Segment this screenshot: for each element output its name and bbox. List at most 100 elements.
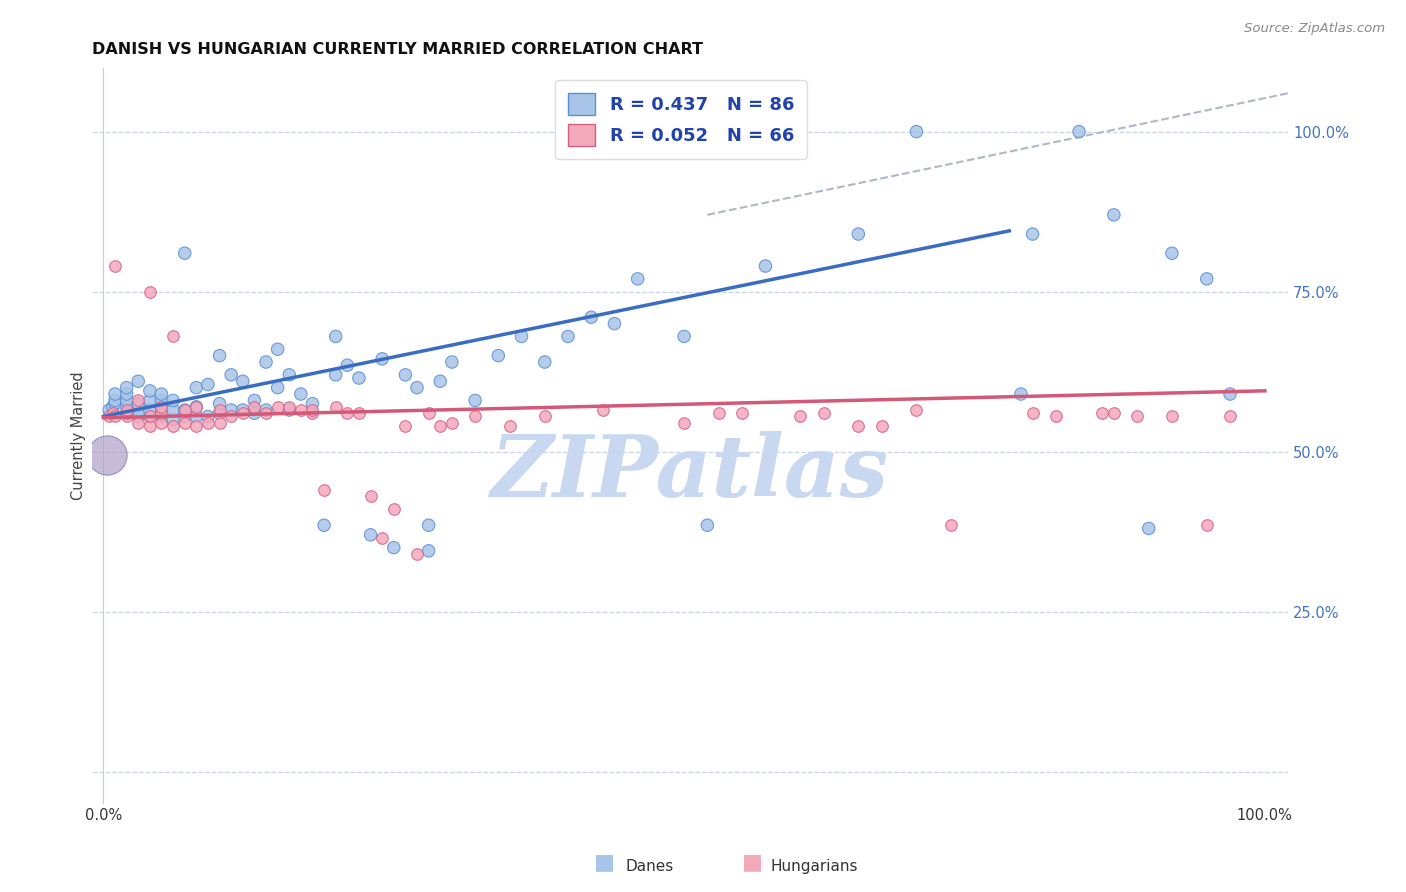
Point (360, 490, 382, 504)
Point (673, 329, 696, 343)
Point (579, 310, 602, 325)
Point (115, 409, 138, 424)
Point (139, 393, 162, 408)
Point (232, 374, 254, 388)
Point (533, 409, 555, 424)
Point (150, 409, 173, 424)
Point (104, 393, 127, 408)
Legend: R = 0.437   N = 86, R = 0.052   N = 66: R = 0.437 N = 86, R = 0.052 N = 66 (555, 80, 807, 159)
Point (731, 406, 754, 420)
Point (418, 518, 440, 533)
Point (266, 343, 288, 357)
Point (266, 400, 288, 414)
Point (254, 355, 277, 369)
Point (846, 227, 869, 241)
Point (150, 406, 173, 420)
Point (101, 406, 124, 420)
Point (1195, 272, 1218, 286)
Point (1219, 387, 1241, 401)
Point (418, 544, 440, 558)
Point (1219, 409, 1241, 424)
Point (173, 403, 195, 417)
Point (254, 403, 277, 417)
Point (1137, 521, 1160, 535)
Point (1010, 387, 1032, 401)
Point (173, 409, 195, 424)
Point (208, 416, 231, 430)
Point (115, 393, 138, 408)
Point (115, 400, 138, 414)
Point (162, 412, 184, 426)
Point (162, 393, 184, 408)
Point (301, 403, 323, 417)
Text: Danes: Danes (626, 859, 673, 874)
Point (627, 272, 650, 286)
Point (464, 409, 486, 424)
Point (440, 355, 463, 369)
Point (846, 419, 869, 434)
Point (336, 406, 359, 420)
Point (197, 409, 219, 424)
Point (290, 403, 312, 417)
Point (197, 377, 219, 392)
Point (592, 403, 614, 417)
Point (162, 329, 184, 343)
Point (115, 381, 138, 395)
Point (98, 409, 121, 424)
Point (429, 374, 451, 388)
Point (98, 403, 121, 417)
Point (127, 406, 149, 420)
Point (1021, 406, 1043, 420)
Point (96, 448, 118, 462)
Point (101, 400, 124, 414)
Point (1045, 409, 1067, 424)
Point (278, 403, 301, 417)
Point (557, 329, 579, 343)
Point (905, 403, 928, 417)
Point (208, 349, 231, 363)
Point (104, 387, 127, 401)
Point (243, 406, 266, 420)
Point (162, 403, 184, 417)
Point (115, 406, 138, 420)
Point (673, 416, 696, 430)
Point (127, 416, 149, 430)
Point (1021, 227, 1043, 241)
Point (139, 419, 162, 434)
Point (347, 406, 370, 420)
Point (1102, 208, 1125, 222)
Point (347, 371, 370, 385)
Point (186, 400, 208, 414)
Point (173, 416, 195, 430)
Point (104, 397, 127, 411)
Point (186, 381, 208, 395)
Point (197, 416, 219, 430)
Point (406, 381, 429, 395)
Point (266, 381, 288, 395)
Text: ZIPatlas: ZIPatlas (491, 431, 889, 514)
Point (789, 409, 811, 424)
Point (232, 406, 254, 420)
Point (139, 384, 162, 398)
Point (754, 259, 776, 273)
Point (208, 406, 231, 420)
Text: DANISH VS HUNGARIAN CURRENTLY MARRIED CORRELATION CHART: DANISH VS HUNGARIAN CURRENTLY MARRIED CO… (91, 42, 703, 57)
Point (278, 368, 301, 382)
Point (186, 419, 208, 434)
Point (173, 246, 195, 260)
Point (382, 502, 405, 516)
Point (429, 419, 451, 434)
Point (325, 368, 347, 382)
Point (870, 419, 893, 434)
Point (232, 403, 254, 417)
Point (603, 317, 626, 331)
Point (360, 528, 382, 542)
Point (418, 406, 440, 420)
Point (394, 368, 416, 382)
Point (150, 416, 173, 430)
Point (139, 285, 162, 299)
Point (813, 406, 835, 420)
Point (533, 355, 555, 369)
Point (127, 393, 149, 408)
Point (104, 259, 127, 273)
